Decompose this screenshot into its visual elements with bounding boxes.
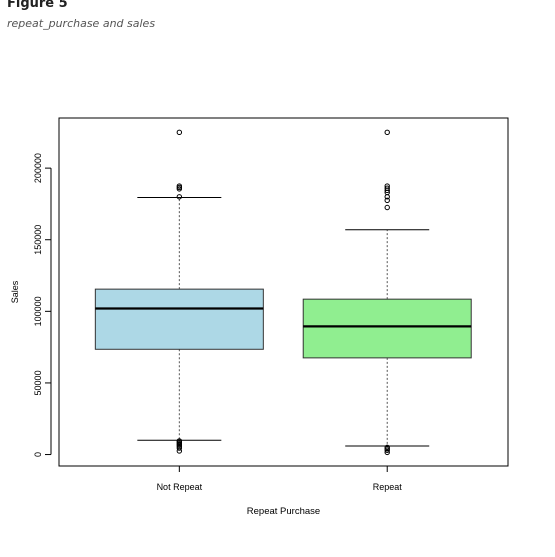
outlier-point <box>384 197 390 204</box>
y-tick-label: 100000 <box>33 296 43 326</box>
box-repeat <box>302 129 472 456</box>
outlier-point <box>176 129 183 136</box>
y-tick-label: 50000 <box>33 370 43 395</box>
outlier-point <box>384 447 390 453</box>
outlier-point <box>176 448 183 454</box>
figure-title: Figure 5 <box>7 0 68 11</box>
box-iqr <box>94 288 264 350</box>
y-tick-label: 150000 <box>33 225 43 255</box>
outlier-point <box>384 187 390 194</box>
y-tick-label: 200000 <box>33 153 43 183</box>
y-tick-label: 0 <box>33 452 43 457</box>
outlier-point <box>176 445 183 451</box>
box-not-repeat <box>94 129 264 454</box>
boxes-layer <box>94 129 472 456</box>
figure-header: Figure 5 repeat_purchase and sales <box>7 0 155 30</box>
outlier-point <box>176 194 183 200</box>
outlier-point <box>384 194 390 200</box>
x-axis: Not Repeat Repeat <box>157 465 403 492</box>
y-axis-label: Sales <box>10 280 20 303</box>
outlier-point <box>384 129 390 136</box>
x-tick-label: Not Repeat <box>157 482 203 492</box>
outlier-point <box>384 449 390 456</box>
outlier-point <box>384 204 390 211</box>
y-axis: 0 50000 100000 150000 200000 <box>33 153 52 457</box>
x-axis-label: Repeat Purchase <box>247 506 320 517</box>
x-tick-label: Repeat <box>373 482 403 492</box>
box-iqr <box>302 298 472 359</box>
figure-caption: repeat_purchase and sales <box>7 17 156 30</box>
outlier-point <box>176 186 183 192</box>
